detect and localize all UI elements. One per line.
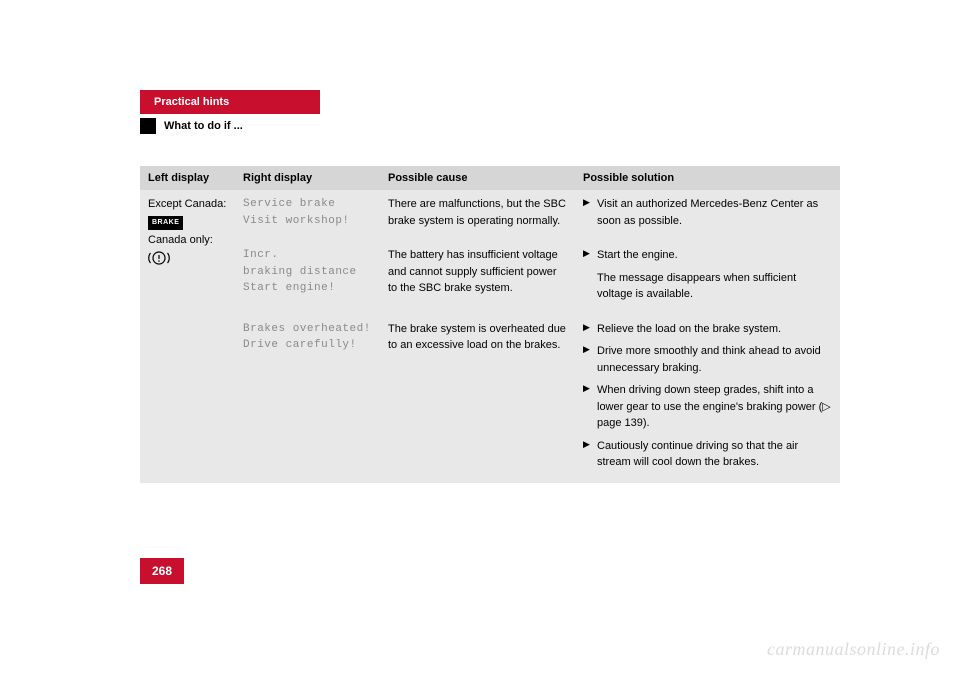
table-header-row: Left display Right display Possible caus… bbox=[140, 166, 840, 190]
cell-left-display: Except Canada: BRAKE Canada only: bbox=[140, 190, 235, 483]
table-row: Except Canada: BRAKE Canada only: bbox=[140, 190, 840, 241]
display-text: Service brake bbox=[243, 196, 372, 213]
cell-cause: The battery has insufficient voltage and… bbox=[380, 241, 575, 315]
solution-item: Cautiously continue driving so that the … bbox=[583, 438, 832, 471]
solution-item: When driving down steep grades, shift in… bbox=[583, 382, 832, 432]
left-line2: Canada only: bbox=[148, 232, 227, 249]
table-row: Incr. braking distance Start engine! The… bbox=[140, 241, 840, 315]
solution-list: Relieve the load on the brake system. Dr… bbox=[583, 321, 832, 471]
cell-cause: The brake system is overheated due to an… bbox=[380, 315, 575, 483]
solution-list: Visit an authorized Mercedes-Benz Center… bbox=[583, 196, 832, 229]
cell-right-display: Service brake Visit workshop! bbox=[235, 190, 380, 241]
brake-badge-icon: BRAKE bbox=[148, 216, 183, 231]
table-row: Brakes overheated! Drive carefully! The … bbox=[140, 315, 840, 483]
solution-item: Relieve the load on the brake system. bbox=[583, 321, 832, 338]
display-text: Incr. bbox=[243, 247, 372, 264]
cell-cause: There are malfunctions, but the SBC brak… bbox=[380, 190, 575, 241]
cell-solution: Relieve the load on the brake system. Dr… bbox=[575, 315, 840, 483]
display-text: braking distance bbox=[243, 264, 372, 281]
subsection-bar: What to do if ... bbox=[140, 114, 840, 138]
solution-item: Drive more smoothly and think ahead to a… bbox=[583, 343, 832, 376]
col-left-display: Left display bbox=[140, 166, 235, 190]
cell-right-display: Brakes overheated! Drive carefully! bbox=[235, 315, 380, 483]
display-text: Brakes overheated! bbox=[243, 321, 372, 338]
subsection-title: What to do if ... bbox=[164, 114, 243, 138]
marker-square bbox=[140, 118, 156, 134]
col-possible-solution: Possible solution bbox=[575, 166, 840, 190]
page-number: 268 bbox=[140, 558, 184, 584]
solution-item: The message disappears when sufficient v… bbox=[583, 270, 832, 303]
display-text: Drive carefully! bbox=[243, 337, 372, 354]
manual-page: Practical hints What to do if ... Left d… bbox=[140, 90, 840, 483]
cell-right-display: Incr. braking distance Start engine! bbox=[235, 241, 380, 315]
left-line1: Except Canada: bbox=[148, 196, 227, 213]
solution-list: Start the engine. The message disappears… bbox=[583, 247, 832, 303]
solution-item: Start the engine. bbox=[583, 247, 832, 264]
troubleshooting-table: Left display Right display Possible caus… bbox=[140, 166, 840, 483]
solution-item: Visit an authorized Mercedes-Benz Center… bbox=[583, 196, 832, 229]
display-text: Start engine! bbox=[243, 280, 372, 297]
cell-solution: Start the engine. The message disappears… bbox=[575, 241, 840, 315]
col-possible-cause: Possible cause bbox=[380, 166, 575, 190]
display-text: Visit workshop! bbox=[243, 213, 372, 230]
section-title: Practical hints bbox=[140, 90, 320, 114]
brake-canada-icon bbox=[148, 251, 170, 271]
cell-solution: Visit an authorized Mercedes-Benz Center… bbox=[575, 190, 840, 241]
watermark-text: carmanualsonline.info bbox=[767, 639, 940, 660]
col-right-display: Right display bbox=[235, 166, 380, 190]
